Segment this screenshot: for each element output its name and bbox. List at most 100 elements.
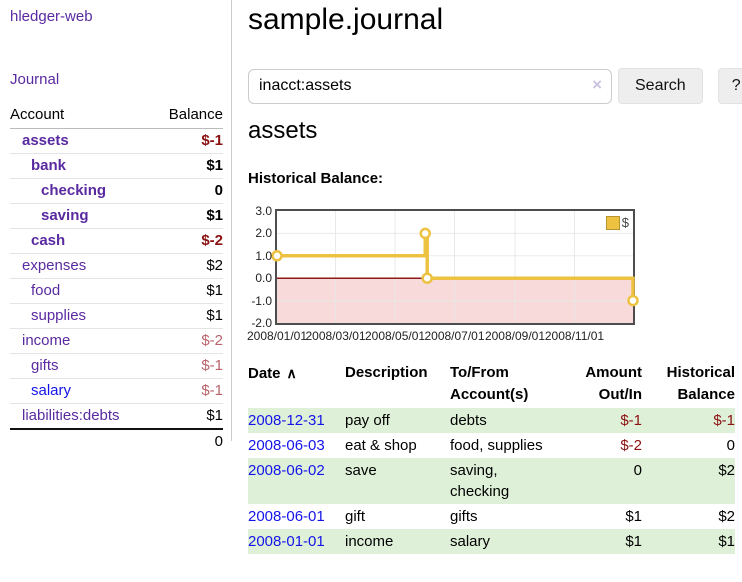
transaction-balance: $2 <box>718 462 735 479</box>
legend-label: $ <box>621 215 629 230</box>
account-balance: 0 <box>152 178 223 204</box>
account-link[interactable]: supplies <box>31 307 87 324</box>
account-balance: $1 <box>152 403 223 430</box>
account-link[interactable]: saving <box>41 207 89 224</box>
search-input-wrapper: × <box>248 68 612 104</box>
search-input[interactable] <box>248 68 612 104</box>
transaction-balance: $2 <box>718 508 735 525</box>
account-balance: $-2 <box>152 228 223 254</box>
account-row: cash $-2 <box>10 228 223 254</box>
y-axis-tick-label: 2.0 <box>255 226 272 241</box>
transaction-accounts: gifts <box>450 508 478 525</box>
account-link[interactable]: gifts <box>31 357 59 374</box>
account-heading: assets <box>248 117 318 144</box>
x-axis-tick-label: 2008/03/01 <box>305 329 366 343</box>
account-balance: $1 <box>152 303 223 329</box>
transaction-date-link[interactable]: 2008-06-01 <box>248 508 325 525</box>
account-balance: $-1 <box>152 378 223 404</box>
transaction-amount: $-2 <box>620 437 642 454</box>
account-balance: $-1 <box>152 353 223 379</box>
account-row: checking 0 <box>10 178 223 204</box>
account-row: liabilities:debts $1 <box>10 403 223 430</box>
transaction-date-link[interactable]: 2008-12-31 <box>248 412 325 429</box>
transaction-date-link[interactable]: 2008-06-02 <box>248 462 325 479</box>
account-balance: $1 <box>152 278 223 304</box>
transaction-accounts: food, supplies <box>450 437 543 454</box>
help-button[interactable]: ? <box>717 68 742 104</box>
register-table: Date ∧ Description To/From Account(s) Amo… <box>248 360 735 554</box>
transaction-amount: $1 <box>625 533 642 550</box>
transaction-row: 2008-12-31 pay off debts $-1 $-1 <box>248 408 735 433</box>
account-row: salary $-1 <box>10 378 223 404</box>
y-axis-tick-label: -2.0 <box>251 316 272 330</box>
transaction-row: 2008-01-01 income salary $1 $1 <box>248 529 735 554</box>
account-balance: $-2 <box>152 328 223 354</box>
transaction-amount: $-1 <box>620 412 642 429</box>
account-link[interactable]: salary <box>31 382 72 399</box>
transaction-accounts: salary <box>450 533 491 550</box>
account-row: income $-2 <box>10 328 223 354</box>
account-link[interactable]: assets <box>22 132 69 149</box>
x-axis-tick-label: 2008/05/01 <box>364 329 426 343</box>
transaction-balance: 0 <box>726 437 735 454</box>
transaction-amount: 0 <box>633 462 642 479</box>
transaction-description: save <box>345 462 377 479</box>
account-link[interactable]: bank <box>31 157 67 174</box>
transaction-date-link[interactable]: 2008-01-01 <box>248 533 325 550</box>
clear-search-icon[interactable]: × <box>592 74 602 94</box>
transaction-balance: $-1 <box>713 412 735 429</box>
accounts-total-row: 0 <box>10 428 223 454</box>
account-balance: $2 <box>152 253 223 279</box>
transaction-date-link[interactable]: 2008-06-03 <box>248 437 325 454</box>
account-row: supplies $1 <box>10 303 223 329</box>
account-row: bank $1 <box>10 153 223 179</box>
column-header-balance: Historical Balance <box>666 364 735 403</box>
account-link[interactable]: liabilities:debts <box>22 407 120 424</box>
account-link[interactable]: cash <box>31 232 66 249</box>
account-row: expenses $2 <box>10 253 223 279</box>
y-axis-tick-label: 1.0 <box>255 248 272 263</box>
page-title: sample.journal <box>248 3 444 36</box>
transaction-row: 2008-06-01 gift gifts $1 $2 <box>248 504 735 529</box>
chart-canvas <box>271 211 639 323</box>
account-row: assets $-1 <box>10 128 223 154</box>
transaction-amount: $1 <box>625 508 642 525</box>
register-header-row: Date ∧ Description To/From Account(s) Amo… <box>248 360 735 408</box>
account-link[interactable]: checking <box>41 182 107 199</box>
accounts-header-balance: Balance <box>152 106 223 129</box>
transaction-description: eat & shop <box>345 437 417 454</box>
account-link[interactable]: food <box>31 282 61 299</box>
search-bar: × Search ? <box>248 68 742 104</box>
account-balance: $1 <box>152 153 223 179</box>
account-balance: $-1 <box>152 128 223 154</box>
y-axis-tick-label: 0.0 <box>255 271 272 286</box>
x-axis-tick-label: 2008/07/01 <box>424 329 485 343</box>
transaction-row: 2008-06-02 save saving, checking 0 $2 <box>248 458 735 504</box>
column-header-accounts: To/From Account(s) <box>450 364 529 403</box>
search-button[interactable]: Search <box>618 68 703 104</box>
sidebar: hledger-web Journal Account Balance asse… <box>0 0 232 454</box>
account-row: gifts $-1 <box>10 353 223 379</box>
account-row: food $1 <box>10 278 223 304</box>
account-row: saving $1 <box>10 203 223 229</box>
column-header-amount: Amount Out/In <box>585 364 642 403</box>
account-link[interactable]: expenses <box>22 257 87 274</box>
accounts-table: Account Balance assets $-1 bank $1 checking 0… <box>10 106 223 454</box>
app-brand-link[interactable]: hledger-web <box>10 8 93 25</box>
chart-legend: $ <box>605 215 629 230</box>
chart-plot-area: $ <box>271 209 639 325</box>
transaction-accounts: saving, checking <box>450 462 510 500</box>
column-header-date[interactable]: Date ∧ <box>248 365 297 382</box>
transaction-row: 2008-06-03 eat & shop food, supplies $-2 0 <box>248 433 735 458</box>
account-balance: $1 <box>152 203 223 229</box>
transaction-description: gift <box>345 508 366 525</box>
column-header-description: Description <box>345 364 428 381</box>
historical-balance-chart: $ 3.0 2.0 1.0 0.0 -1.0 -2.0 2008/01/01 2008/03/… <box>247 199 648 347</box>
account-link[interactable]: income <box>22 332 71 349</box>
transaction-balance: $1 <box>718 533 735 550</box>
y-axis-tick-label: 3.0 <box>255 204 272 218</box>
sidebar-item-journal[interactable]: Journal <box>10 71 60 88</box>
sort-ascending-icon: ∧ <box>286 365 297 381</box>
accounts-header-account: Account <box>10 106 153 129</box>
y-axis-tick-label: -1.0 <box>251 293 272 308</box>
